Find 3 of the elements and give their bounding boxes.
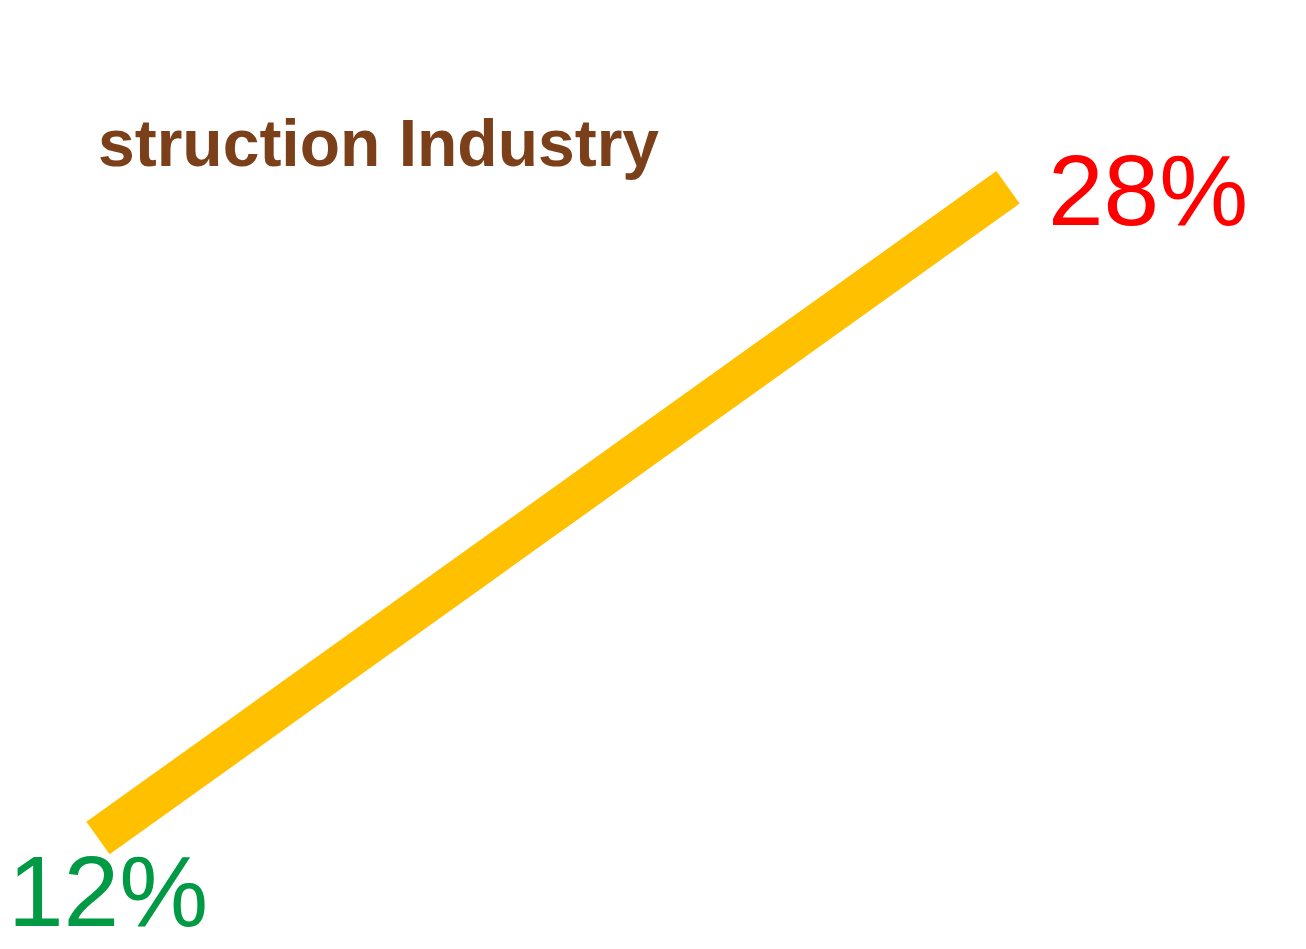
data-label: 28% <box>1048 133 1249 246</box>
data-label: 12% <box>8 834 209 947</box>
chart-title: struction Industry <box>98 105 660 180</box>
